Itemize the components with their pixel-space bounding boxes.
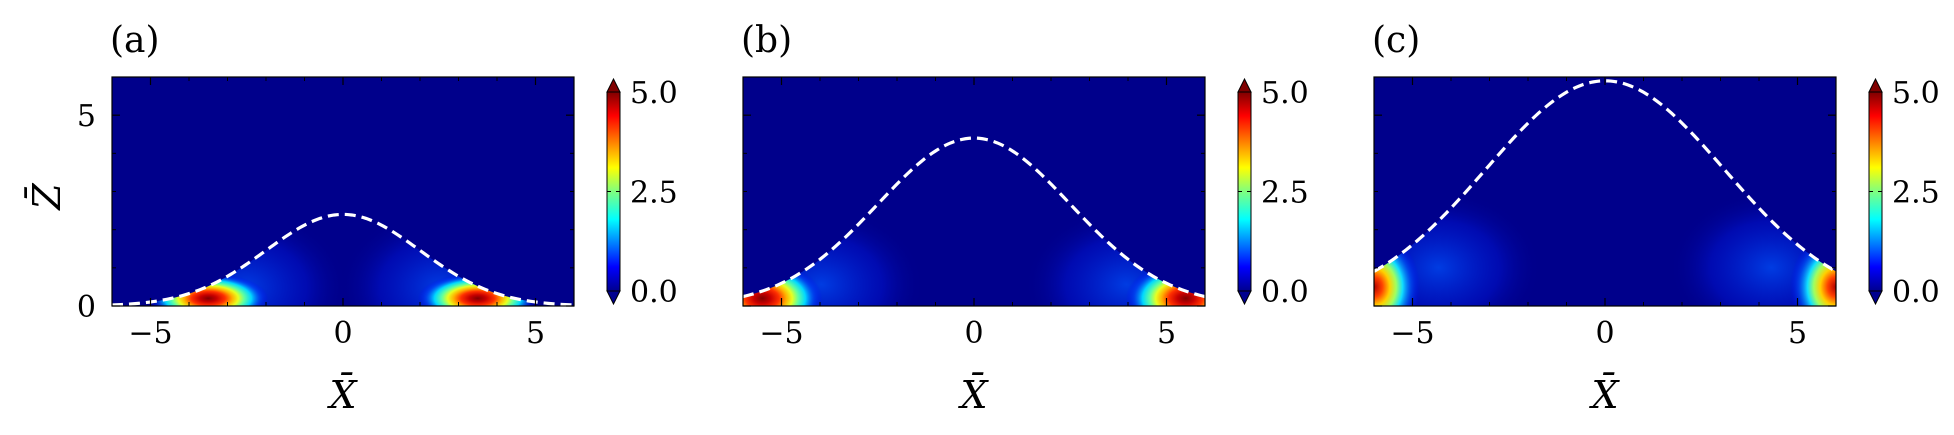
x-tick-label: 0 (964, 316, 983, 351)
colorbar: 0.0 2.5 5.0 (1237, 76, 1309, 310)
colorbar-tick-label: 0.0 (1892, 275, 1940, 310)
x-tick-label: −5 (759, 316, 803, 351)
colorbar-gradient (607, 92, 620, 291)
colorbar-tick-label: 2.5 (1892, 176, 1940, 211)
colorbar-tick-label: 2.5 (630, 176, 678, 211)
x-tick-label: 5 (526, 316, 545, 351)
x-tick-label: 0 (333, 316, 352, 351)
colorbar-gradient (1869, 92, 1882, 291)
colorbar-tick-label: 5.0 (1892, 76, 1940, 111)
panel-label: (a) (110, 20, 160, 61)
y-tick-label: 5 (77, 99, 96, 134)
colorbar-tick-label: 5.0 (630, 76, 678, 111)
colorbar-tick-label: 0.0 (1261, 275, 1309, 310)
hotspot (1125, 261, 1205, 306)
panel-3: −5 0 5 X̄ (c) 0.0 2.5 5.0 (1372, 20, 1940, 417)
y-axis-label: Z̄ (25, 183, 69, 211)
colorbar-extend-max (606, 77, 621, 93)
boundary-curve (743, 136, 1205, 299)
x-axis-label: X̄ (957, 373, 989, 417)
panel-label: (c) (1372, 20, 1420, 61)
x-tick-label: 5 (1157, 316, 1176, 351)
colorbar-extend-max (1868, 77, 1883, 93)
boundary-curve (112, 212, 574, 306)
colorbar-extend-min (1868, 290, 1883, 306)
panel-label: (b) (741, 20, 792, 61)
colorbar-tick-label: 2.5 (1261, 176, 1309, 211)
panel-2: −5 0 5 X̄ (b) 0.0 2.5 5.0 (741, 20, 1309, 417)
colorbar-gradient (1238, 92, 1251, 291)
colorbar: 0.0 2.5 5.0 (1868, 76, 1940, 310)
colorbar-extend-max (1237, 77, 1252, 93)
y-tick-label: 0 (77, 290, 96, 325)
colorbar: 0.0 2.5 5.0 (606, 76, 678, 310)
colorbar-extend-min (1237, 290, 1252, 306)
colorbar-tick-label: 5.0 (1261, 76, 1309, 111)
x-axis-label: X̄ (326, 373, 358, 417)
x-tick-label: 0 (1595, 316, 1614, 351)
colorbar-extend-min (606, 290, 621, 306)
colorbar-tick-label: 0.0 (630, 275, 678, 310)
x-tick-label: 5 (1788, 316, 1807, 351)
x-tick-label: −5 (1390, 316, 1434, 351)
x-tick-label: −5 (128, 316, 172, 351)
panels: −5 0 5 0 5 X̄ Z̄ (a) 0.0 2.5 5.0 −5 0 5 X̄ (b) 0.0 2.5 5.0… (25, 20, 1940, 417)
panel-1: −5 0 5 0 5 X̄ Z̄ (a) 0.0 2.5 5.0 (25, 20, 678, 417)
hotspot (743, 261, 823, 306)
hotspot (1789, 231, 1836, 306)
x-axis-label: X̄ (1588, 373, 1620, 417)
